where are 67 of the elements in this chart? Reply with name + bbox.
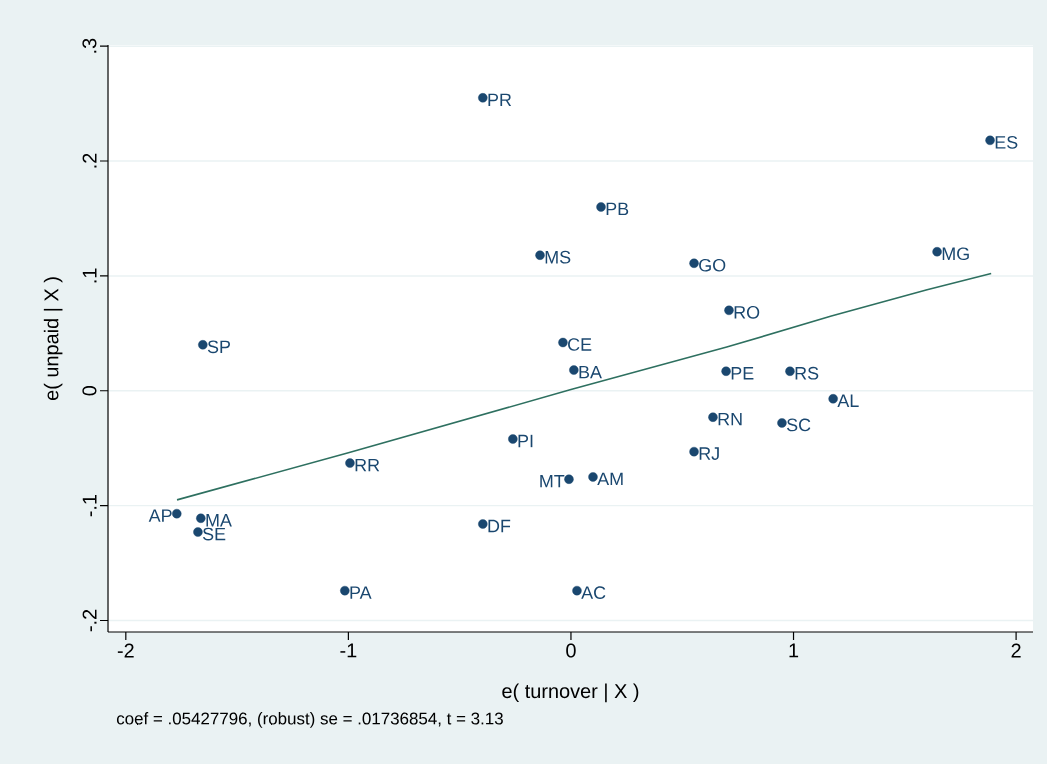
y-tick-label: .2 bbox=[82, 153, 97, 168]
annotation: BA bbox=[579, 365, 602, 379]
annotation: MG bbox=[942, 247, 969, 261]
annotation: MS bbox=[545, 250, 571, 264]
y-tick-label: .3 bbox=[82, 38, 97, 53]
annotation: MA bbox=[206, 514, 232, 527]
point bbox=[478, 93, 488, 103]
x-tick-label: 0 bbox=[566, 643, 576, 658]
y-tick-label: 0 bbox=[82, 386, 97, 396]
point bbox=[596, 202, 606, 212]
x-tick-label: 1 bbox=[789, 643, 799, 658]
point bbox=[340, 585, 350, 596]
point bbox=[985, 135, 995, 146]
annotation: CE bbox=[568, 338, 592, 351]
annotation: ES bbox=[995, 135, 1018, 149]
point bbox=[193, 527, 203, 537]
x-axis-title: e( turnover | X ) bbox=[502, 683, 639, 703]
annotation: RO bbox=[734, 305, 760, 319]
annotation: PR bbox=[488, 93, 512, 106]
annotation: DF bbox=[488, 519, 511, 533]
annotation: SE bbox=[202, 527, 226, 541]
point bbox=[777, 418, 787, 428]
annotation: SC bbox=[786, 418, 811, 432]
point bbox=[708, 412, 718, 422]
annotation: AC bbox=[581, 586, 606, 599]
point bbox=[564, 474, 574, 484]
annotation: RN bbox=[718, 413, 742, 426]
text: coef = .05427796, (robust) se = .01736854, t = 3.13 bbox=[116, 712, 503, 728]
annotation: MT bbox=[540, 475, 565, 488]
point bbox=[572, 585, 582, 596]
y-tick-label: -.1 bbox=[82, 494, 97, 517]
point bbox=[721, 366, 731, 376]
point bbox=[345, 458, 355, 468]
y-axis-title: e( unpaid | X ) bbox=[43, 277, 63, 401]
annotation: RR bbox=[355, 458, 380, 472]
annotation: AM bbox=[597, 472, 623, 486]
point bbox=[828, 394, 838, 404]
point bbox=[198, 340, 208, 350]
y-tick-label: .1 bbox=[82, 268, 97, 283]
x-tick-label: -1 bbox=[340, 643, 357, 658]
point bbox=[689, 446, 699, 457]
annotation: SP bbox=[207, 340, 230, 354]
point bbox=[478, 519, 488, 529]
point bbox=[508, 434, 518, 444]
annotation: PA bbox=[350, 586, 372, 599]
point bbox=[785, 366, 795, 376]
point bbox=[535, 250, 545, 260]
annotation: PB bbox=[606, 202, 629, 216]
annotation: AP bbox=[148, 509, 172, 522]
y-tick-label: -.2 bbox=[82, 609, 97, 632]
x-tick-label: 2 bbox=[1011, 643, 1021, 658]
point bbox=[558, 337, 568, 348]
x-tick-label: -2 bbox=[117, 643, 134, 658]
point bbox=[689, 258, 699, 268]
point bbox=[172, 508, 182, 519]
annotation: AL bbox=[837, 394, 859, 407]
point bbox=[588, 472, 598, 482]
point bbox=[569, 365, 579, 375]
annotation: PE bbox=[731, 367, 754, 380]
point bbox=[932, 247, 942, 257]
annotation: RJ bbox=[699, 447, 719, 460]
point bbox=[724, 305, 734, 316]
point bbox=[196, 513, 206, 523]
annotation: RS bbox=[795, 366, 819, 380]
annotation: PI bbox=[518, 434, 533, 448]
annotation: GO bbox=[699, 258, 726, 272]
line-series bbox=[176, 272, 992, 501]
